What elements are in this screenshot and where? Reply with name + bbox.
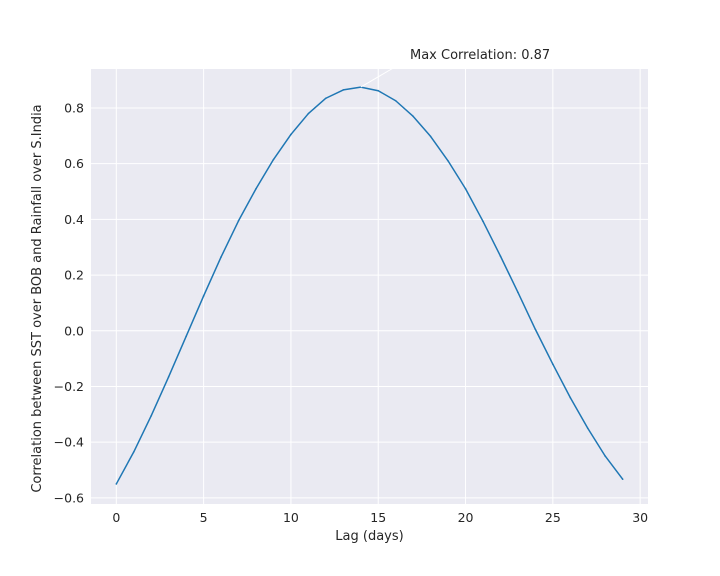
data-point: [517, 291, 519, 294]
data-point: [255, 187, 257, 190]
y-tick-label: 0.6: [64, 156, 84, 171]
y-tick-label: −0.4: [54, 435, 84, 450]
annotation-layer: Max Correlation: 0.87: [360, 48, 550, 88]
y-tick-label: 0.2: [64, 268, 84, 283]
annotation-arrow: [360, 66, 396, 88]
data-point: [202, 295, 205, 297]
x-tick-label: 20: [458, 510, 474, 525]
data-point: [115, 483, 118, 485]
x-tick-label: 0: [112, 510, 120, 525]
data-point: [272, 158, 275, 161]
data-point: [290, 133, 292, 136]
data-point: [132, 451, 135, 453]
data-point: [412, 115, 414, 118]
data-point: [534, 328, 537, 331]
data-point: [604, 455, 607, 457]
y-tick-label: 0.0: [64, 323, 84, 338]
x-tick-label: 25: [545, 510, 561, 525]
x-tick-label: 5: [200, 510, 208, 525]
data-point: [482, 220, 484, 223]
data-point: [499, 255, 502, 257]
series-layer: [115, 86, 624, 485]
data-point: [447, 160, 449, 162]
data-point: [185, 335, 187, 338]
grid-lines: [91, 69, 648, 504]
max-correlation-annotation: Max Correlation: 0.87: [410, 48, 550, 63]
data-point: [586, 427, 589, 430]
x-axis-ticks: 0 5 10 15 20 25 30: [112, 510, 648, 525]
y-tick-label: 0.4: [64, 212, 84, 227]
data-point: [220, 256, 222, 258]
x-tick-label: 10: [283, 510, 299, 525]
data-point: [464, 187, 467, 190]
data-point: [342, 89, 345, 91]
x-axis-label: Lag (days): [335, 529, 403, 544]
x-tick-label: 30: [632, 510, 648, 525]
data-point: [377, 89, 380, 92]
y-tick-label: 0.8: [64, 100, 84, 115]
data-point: [325, 97, 327, 100]
series-line: [115, 86, 624, 485]
data-point: [429, 135, 432, 138]
data-point: [237, 219, 240, 222]
data-point: [150, 414, 153, 417]
data-point: [167, 375, 170, 378]
y-axis-label: Correlation between SST over BOB and Rai…: [30, 104, 45, 492]
data-point: [307, 112, 310, 115]
data-point: [621, 478, 624, 481]
y-tick-label: −0.6: [54, 490, 84, 505]
data-point: [394, 99, 397, 102]
plot-area: [91, 69, 648, 504]
data-point: [569, 396, 572, 399]
data-point: [552, 363, 554, 365]
y-tick-label: −0.2: [54, 379, 84, 394]
x-tick-label: 15: [370, 510, 386, 525]
y-axis-ticks: −0.6 −0.4 −0.2 0.0 0.2 0.4 0.6 0.8: [54, 100, 84, 505]
